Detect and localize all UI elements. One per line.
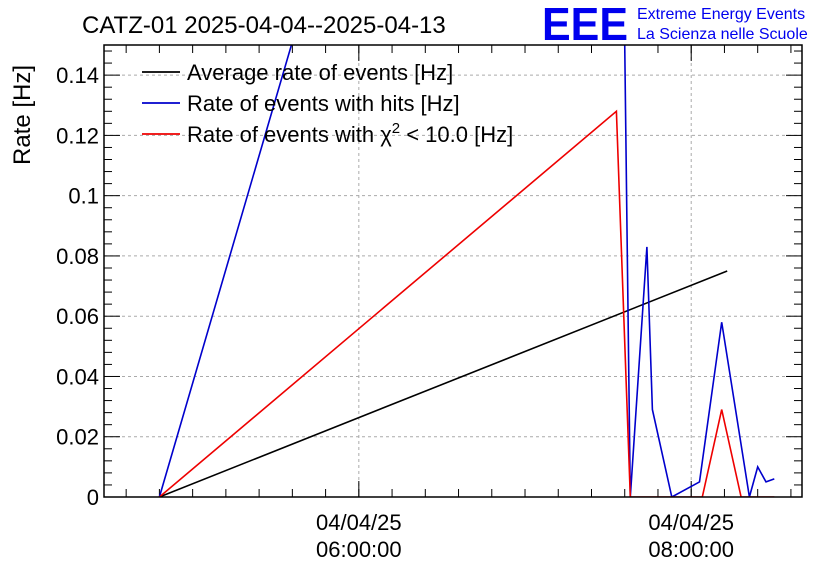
eee-logo-letters: EEE [542,0,628,50]
y-tick-labels: 0 0.02 0.04 0.06 0.08 0.1 0.12 0.14 [56,63,99,510]
series-lines [158,45,775,497]
y-tick-label: 0.04 [56,364,99,389]
legend-label: Rate of events with hits [Hz] [187,91,460,116]
y-tick-label: 0.06 [56,304,99,329]
legend: Average rate of events [Hz] Rate of event… [142,60,513,147]
legend-label: Average rate of events [Hz] [187,60,453,85]
y-tick-label: 0.02 [56,425,99,450]
eee-logo: EEE Extreme Energy Events La Scienza nel… [542,0,808,50]
grid-lines [104,45,802,497]
chart-title: CATZ-01 2025-04-04--2025-04-13 [82,12,446,39]
y-tick-label: 0.1 [68,184,99,209]
x-tick-label-time: 08:00:00 [648,537,734,562]
eee-logo-line1: Extreme Energy Events [637,6,805,23]
legend-label: Rate of events with χ2 < 10.0 [Hz] [187,120,513,147]
y-tick-label: 0 [87,485,99,510]
eee-logo-line2: La Scienza nelle Scuole [637,26,808,43]
y-axis-label: Rate [Hz] [9,65,36,165]
x-tick-label-date: 04/04/25 [648,510,734,535]
series-line-2 [158,45,775,497]
y-tick-label: 0.14 [56,63,99,88]
y-tick-label: 0.12 [56,123,99,148]
x-tick-label-date: 04/04/25 [316,510,402,535]
series-line-3 [158,109,775,497]
y-tick-label: 0.08 [56,244,99,269]
series-line-1 [159,270,728,497]
plot-frame [103,44,803,498]
x-tick-label-time: 06:00:00 [316,537,402,562]
